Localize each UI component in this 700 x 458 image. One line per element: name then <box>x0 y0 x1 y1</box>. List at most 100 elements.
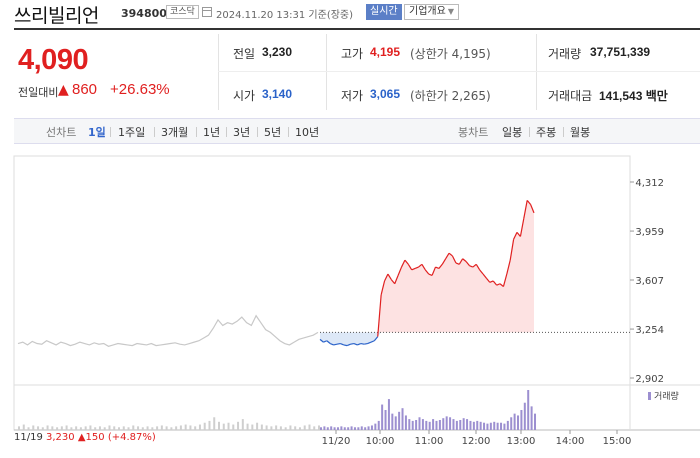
quote-divider <box>326 34 327 110</box>
price-chart[interactable]: 4,312 3,959 3,607 3,254 2,902 11/20 10:00 11:00… <box>0 146 700 458</box>
x-tick-label: 11:00 <box>415 436 444 447</box>
x-tick-label: 12:00 <box>462 436 491 447</box>
prev-day-line <box>17 314 319 347</box>
volume-bar <box>198 424 201 430</box>
price-line-segment <box>346 343 351 347</box>
price-line-segment <box>329 342 334 346</box>
volume-bar <box>513 413 516 430</box>
trade-value: 141,543 백만 <box>599 89 668 103</box>
prev-close-label: 전일 <box>233 47 256 61</box>
y-tick-label: 4,312 <box>635 178 664 189</box>
volume-bar <box>22 424 25 430</box>
price-line-segment <box>523 200 528 219</box>
volume-bar <box>418 417 421 430</box>
change-percent: +26.63% <box>110 81 170 98</box>
volume-bar <box>108 425 111 430</box>
period-10y[interactable]: 10년 <box>295 126 320 139</box>
volume-bar <box>530 406 533 430</box>
volume-bar <box>103 427 106 430</box>
volume-bar <box>51 426 54 430</box>
period-3m[interactable]: 3개월 <box>161 126 189 139</box>
realtime-button[interactable]: 실시간 <box>366 4 402 20</box>
x-tick-label: 15:00 <box>603 436 632 447</box>
price-line-segment <box>387 273 392 280</box>
volume-bar <box>496 422 499 430</box>
volume-bar <box>534 413 536 430</box>
low-value: 3,065 <box>370 87 401 101</box>
volume-bar <box>89 425 92 430</box>
volume-bar <box>137 426 140 430</box>
period-1y[interactable]: 1년 <box>203 126 221 139</box>
price-line-segment <box>397 266 403 276</box>
period-1w[interactable]: 1주일 <box>118 126 146 139</box>
price-line-segment <box>516 231 521 237</box>
current-price: 4,090 <box>18 44 89 76</box>
price-line-segment <box>502 273 508 287</box>
company-overview-label: 기업개요 <box>409 6 446 17</box>
volume-bar <box>113 426 116 430</box>
chart-frame <box>13 155 631 431</box>
divider <box>226 127 227 137</box>
volume-bar <box>170 427 173 430</box>
volume-bar <box>489 422 492 430</box>
price-line-segment <box>451 255 457 264</box>
price-line-segment <box>411 267 416 271</box>
volume-bar <box>237 421 240 430</box>
volume-bar <box>298 427 301 430</box>
volume-bar <box>445 416 448 430</box>
price-line-segment <box>367 341 372 345</box>
lower-limit: (하한가 2,265) <box>410 89 491 103</box>
volume-bar <box>387 399 390 430</box>
volume-bar <box>313 426 316 430</box>
period-3y[interactable]: 3년 <box>233 126 251 139</box>
header-divider <box>14 28 700 30</box>
candle-monthly[interactable]: 월봉 <box>570 126 591 139</box>
volume-bar <box>377 420 380 430</box>
price-line-segment <box>441 258 447 265</box>
volume-bar <box>469 420 472 430</box>
price-line-segment <box>472 263 477 268</box>
volume-bar <box>260 424 263 430</box>
price-line-segment <box>360 342 365 345</box>
volume-swatch <box>648 392 651 400</box>
candle-weekly[interactable]: 주봉 <box>536 126 557 139</box>
volume-bar <box>472 421 475 430</box>
volume-bar <box>189 425 192 430</box>
volume-bar <box>156 426 159 430</box>
price-line-segment <box>455 262 460 265</box>
volume-bar <box>79 427 82 430</box>
price-line-segment <box>492 280 498 286</box>
volume-bar <box>421 419 424 430</box>
price-line-segment <box>377 294 382 337</box>
volume-bar <box>486 423 489 430</box>
price-line-segment <box>424 269 430 275</box>
volume-bar <box>251 424 254 430</box>
divider <box>529 127 530 137</box>
volume-bar <box>353 427 356 430</box>
volume-bar <box>98 426 101 430</box>
volume-bar <box>411 420 414 430</box>
price-line-segment <box>513 232 518 240</box>
company-overview-button[interactable]: 기업개요 ▼ <box>404 4 459 20</box>
price-line-segment <box>438 263 443 269</box>
prev-day-label: 11/19 <box>14 432 43 443</box>
volume-bar <box>265 425 268 430</box>
price-line-segment <box>323 340 328 343</box>
volume-bar <box>510 417 513 430</box>
volume-bar <box>435 420 438 430</box>
price-line-segment <box>526 199 532 205</box>
volume-bar <box>394 416 397 430</box>
period-1d[interactable]: 1일 <box>88 126 106 139</box>
price-line-segment <box>506 259 511 275</box>
price-line-segment <box>353 342 358 346</box>
period-selector: 선차트 1일 1주일 3개월 1년 3년 5년 10년 봉차트 일봉 주봉 월봉 <box>14 118 700 144</box>
candle-daily[interactable]: 일봉 <box>502 126 523 139</box>
price-line-segment <box>364 342 368 345</box>
price-line-segment <box>340 342 345 346</box>
volume-bar <box>132 425 135 430</box>
period-5y[interactable]: 5년 <box>264 126 282 139</box>
price-line-segment <box>350 342 355 345</box>
volume-bar <box>94 427 97 430</box>
down-area-fill <box>320 332 534 346</box>
volume-bar <box>326 427 329 430</box>
